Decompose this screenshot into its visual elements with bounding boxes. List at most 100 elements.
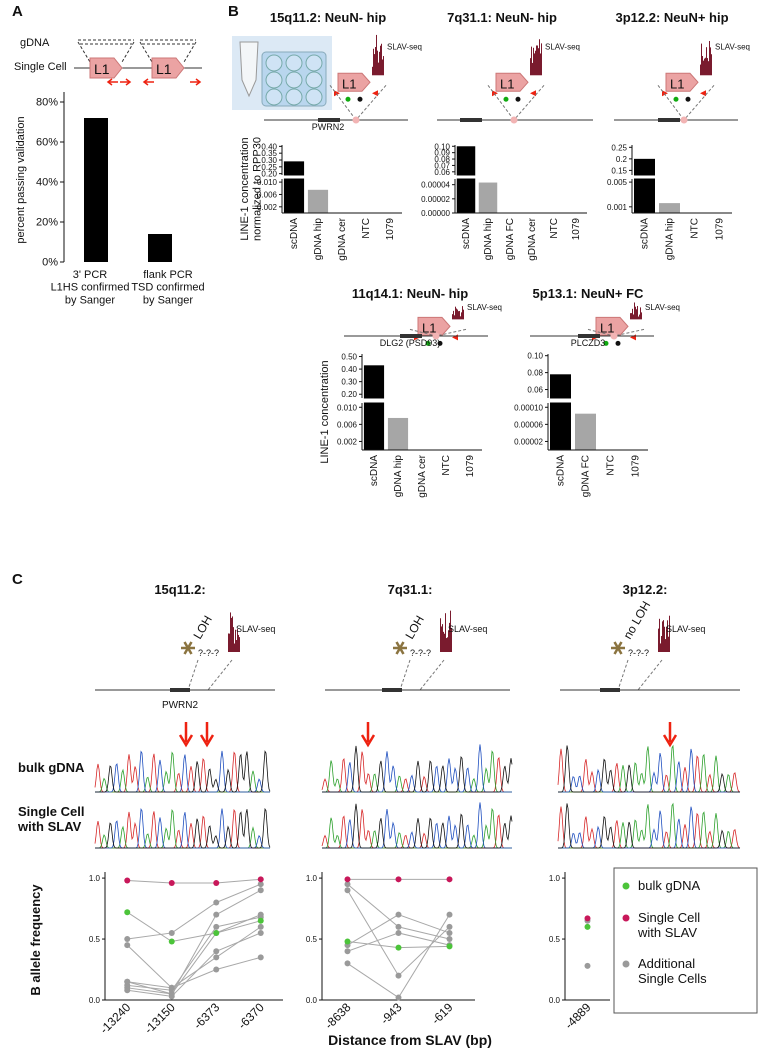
gene-label: PWRN2	[162, 700, 199, 711]
coverage-bar	[443, 631, 444, 652]
y-tick-label: 0.5	[306, 935, 318, 944]
coverage-bar	[450, 610, 451, 652]
well	[285, 54, 303, 72]
coverage-bar	[703, 60, 704, 76]
coverage-bar	[705, 57, 706, 76]
chromatogram-trace	[94, 808, 270, 849]
y-tick-label: 0.002	[257, 203, 278, 212]
chromatogram-trace	[558, 803, 740, 849]
x-tick-label: scDNA	[556, 455, 567, 486]
y-tick-label: 0.001	[607, 203, 628, 212]
point	[344, 876, 351, 883]
coverage-bar	[235, 629, 236, 652]
y-tick-label: 1.0	[549, 874, 561, 883]
point	[257, 881, 264, 888]
exon	[658, 118, 680, 122]
insert-edge	[419, 659, 445, 691]
l1-label: L1	[156, 61, 172, 77]
point	[124, 909, 131, 916]
y-tick-label: 0.0	[89, 996, 101, 1005]
coverage-bar	[447, 637, 448, 652]
bar	[283, 161, 305, 213]
chromatogram-trace	[322, 802, 512, 849]
l1-label: L1	[500, 76, 514, 91]
coverage-bar	[635, 306, 636, 320]
coverage-bar	[637, 305, 638, 320]
coverage-bar	[540, 53, 541, 76]
well	[265, 88, 283, 106]
y-tick-label: 0.5	[549, 935, 561, 944]
point	[446, 876, 453, 883]
coverage-bar	[700, 64, 701, 76]
point	[213, 954, 220, 961]
coverage-bar	[373, 48, 374, 76]
insert-edge	[399, 659, 411, 691]
coverage-bar	[707, 58, 708, 76]
diagram-label: Single Cell	[14, 61, 67, 73]
chromatogram-trace	[95, 807, 271, 849]
coverage-bar	[442, 624, 443, 652]
x-tick-label: flank PCR TSD confirmed by Sanger	[131, 269, 204, 306]
point	[168, 879, 175, 886]
coverage-bar	[239, 637, 240, 652]
x-tick-label: NTC	[361, 218, 372, 239]
x-tick-label: NTC	[549, 218, 560, 239]
x-tick-label: -4889	[562, 1000, 594, 1032]
point	[446, 911, 453, 918]
x-tick-label: 1079	[631, 455, 642, 478]
x-tick-label: NTC	[690, 218, 701, 239]
coverage-bar	[238, 634, 239, 652]
coverage-bar	[638, 316, 639, 320]
point	[395, 944, 402, 951]
coverage-bar	[379, 51, 380, 76]
probe	[437, 340, 443, 346]
coverage-bar	[380, 45, 381, 76]
point	[584, 962, 591, 969]
series-line	[126, 926, 262, 989]
loh-label: LOH	[190, 613, 214, 641]
marks-label: ?-?-?	[198, 648, 219, 658]
l1-element	[151, 57, 185, 79]
point	[168, 993, 175, 1000]
chromatogram-trace	[95, 809, 270, 849]
y-tick-label: 0.010	[337, 403, 358, 412]
panel-label: B	[228, 3, 239, 20]
point	[168, 929, 175, 936]
coverage-bar	[665, 639, 666, 652]
coverage-bar	[234, 643, 235, 652]
y-axis-label: percent passing validation	[15, 116, 27, 243]
point	[257, 876, 264, 883]
chart-title: 7q31.1:	[388, 582, 433, 597]
insertion-site	[680, 116, 688, 124]
marks-label: ?-?-?	[628, 648, 649, 658]
coverage-bar	[374, 54, 375, 76]
coverage-bar	[536, 45, 537, 76]
well	[305, 54, 323, 72]
coverage-bar	[704, 58, 705, 76]
legend-label: Additional Single Cells	[638, 956, 707, 986]
coverage-bar	[662, 621, 663, 652]
track-label: SLAV-seq	[236, 624, 275, 634]
coverage-bar	[372, 66, 373, 76]
coverage-bar	[440, 618, 441, 652]
coverage-bar	[708, 61, 709, 76]
point	[446, 943, 453, 950]
probe	[685, 96, 691, 102]
coverage-bar	[236, 640, 237, 652]
y-tick-label: 0.30	[341, 378, 357, 387]
point	[395, 994, 402, 1001]
legend-swatch	[622, 882, 630, 890]
l1-label: L1	[94, 61, 110, 77]
primer-arrow	[190, 78, 202, 86]
point	[395, 972, 402, 979]
snp-star	[183, 641, 193, 655]
chart-title: 3p12.2: NeuN+ hip	[615, 10, 728, 25]
panel-label: A	[12, 3, 23, 20]
insert-edge	[207, 659, 233, 691]
point	[124, 877, 131, 884]
point	[213, 899, 220, 906]
coverage-bar	[702, 56, 703, 76]
track-label: SLAV-seq	[715, 42, 750, 51]
y-axis-label: B allele frequency	[28, 884, 43, 996]
coverage-bar	[668, 636, 669, 652]
